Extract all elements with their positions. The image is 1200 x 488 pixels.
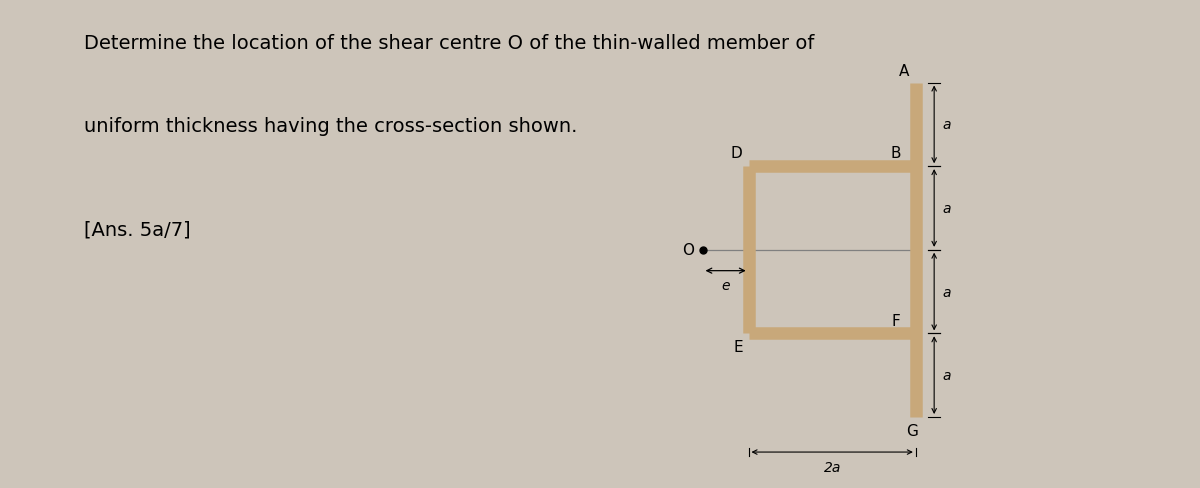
Text: D: D xyxy=(731,146,743,161)
Text: a: a xyxy=(942,118,952,132)
Text: e: e xyxy=(721,279,730,293)
Text: uniform thickness having the cross-section shown.: uniform thickness having the cross-secti… xyxy=(84,117,577,136)
Text: 2a: 2a xyxy=(823,461,841,474)
Text: Determine the location of the shear centre O of the thin-walled member of: Determine the location of the shear cent… xyxy=(84,34,815,53)
Text: G: G xyxy=(906,423,918,438)
Text: a: a xyxy=(942,202,952,216)
Text: a: a xyxy=(942,368,952,383)
Text: [Ans. 5a/7]: [Ans. 5a/7] xyxy=(84,220,191,239)
Text: E: E xyxy=(733,340,743,354)
Text: a: a xyxy=(942,285,952,299)
Text: B: B xyxy=(890,146,901,161)
Text: A: A xyxy=(899,63,910,79)
Text: O: O xyxy=(683,243,695,258)
Text: F: F xyxy=(892,313,901,328)
